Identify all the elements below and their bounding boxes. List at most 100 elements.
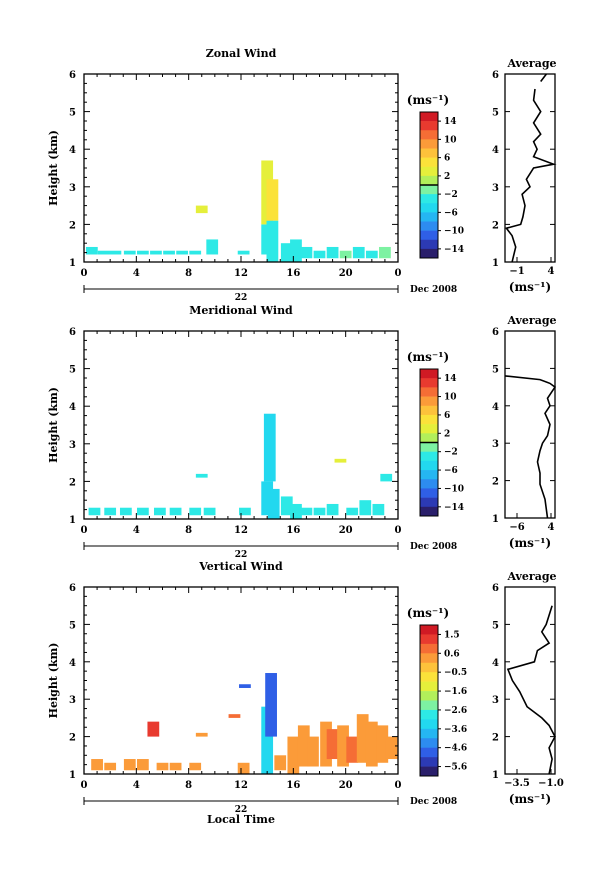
- colorbar-step: [420, 387, 438, 397]
- data-cell: [261, 481, 274, 516]
- profile-y-tick-label: 6: [492, 327, 499, 338]
- data-cell: [189, 762, 202, 771]
- data-cell: [376, 725, 389, 763]
- profile-y-tick-label: 6: [492, 583, 499, 594]
- data-cell: [109, 250, 122, 255]
- profile-line: [504, 375, 557, 519]
- colorbar-step: [420, 479, 438, 489]
- colorbar-step: [420, 396, 438, 407]
- data-cell: [280, 496, 293, 516]
- profile-x-label: (ms⁻¹): [509, 536, 551, 550]
- colorbar-tick-label: −5.6: [444, 763, 467, 773]
- data-cell: [156, 762, 169, 771]
- x-axis-label: Local Time: [207, 813, 275, 826]
- data-cell: [320, 721, 332, 767]
- data-cell: [352, 246, 365, 259]
- colorbar-step: [420, 757, 438, 767]
- data-cell: [150, 250, 162, 255]
- x-tick-label: 8: [185, 780, 192, 791]
- colorbar-tick-label: 0.6: [444, 649, 460, 659]
- colorbar-tick-label: 14: [444, 117, 457, 127]
- colorbar-tick-label: −2.6: [444, 706, 467, 716]
- x-tick-label: 12: [234, 780, 248, 791]
- colorbar-step: [420, 442, 438, 452]
- profile-y-tick-label: 4: [492, 658, 499, 669]
- y-tick-label: 6: [69, 70, 76, 81]
- profile-line: [540, 73, 548, 82]
- profile-frame: [504, 586, 556, 775]
- colorbar-tick-label: −2: [444, 190, 458, 200]
- data-cell: [337, 725, 349, 767]
- y-axis-label: Height (km): [47, 643, 60, 719]
- profile-x-tick-label: −6: [509, 522, 524, 533]
- colorbar-step: [420, 378, 438, 388]
- colorbar-step: [420, 681, 438, 692]
- x-tick-label: 0: [81, 780, 88, 791]
- colorbar-step: [420, 405, 438, 416]
- day-label: 22: [235, 550, 248, 560]
- data-cell: [169, 507, 182, 516]
- data-cell: [261, 706, 274, 774]
- data-cell: [372, 503, 385, 516]
- date-label: Dec 2008: [410, 797, 457, 807]
- colorbar-step: [420, 221, 438, 231]
- colorbar-tick-label: 6: [444, 154, 450, 164]
- data-cell: [346, 736, 359, 763]
- colorbar-step: [420, 157, 438, 168]
- colorbar-tick-label: 14: [444, 374, 457, 384]
- profile-y-tick-label: 6: [492, 70, 499, 81]
- colorbar-tick-label: −0.5: [444, 668, 467, 678]
- y-tick-label: 5: [69, 108, 76, 119]
- colorbar-step: [420, 203, 438, 213]
- colorbar-tick-label: −1.6: [444, 687, 467, 697]
- profile-y-tick-label: 1: [492, 514, 499, 525]
- profile-x-tick-label: −3.5: [504, 778, 530, 789]
- profile-x-tick-label: 4: [548, 266, 555, 277]
- data-cell: [380, 473, 393, 482]
- colorbar-step: [420, 139, 438, 149]
- profile-y-tick-label: 4: [492, 145, 499, 156]
- colorbar-tick-label: −14: [444, 245, 464, 255]
- y-axis-label: Height (km): [47, 387, 60, 463]
- profile-x-tick-label: 4: [548, 522, 555, 533]
- day-label: 22: [235, 805, 248, 815]
- profile-y-tick-label: 4: [492, 402, 499, 413]
- data-cell: [119, 507, 132, 516]
- colorbar-unit: (ms⁻¹): [407, 606, 449, 620]
- data-cell: [91, 759, 103, 771]
- data-cell: [290, 239, 302, 262]
- y-tick-label: 1: [69, 770, 76, 781]
- colorbar-step: [420, 470, 438, 480]
- colorbar-tick-label: 2: [444, 429, 450, 439]
- colorbar-step: [420, 248, 438, 259]
- y-tick-label: 1: [69, 515, 76, 526]
- colorbar-step: [420, 672, 438, 682]
- data-cell: [237, 250, 250, 255]
- profile-x-tick-label: −1.0: [538, 778, 564, 789]
- x-tick-label: 16: [286, 525, 300, 536]
- data-cell: [189, 250, 202, 255]
- y-tick-label: 3: [69, 695, 76, 706]
- profile-y-tick-label: 1: [492, 258, 499, 269]
- colorbar-step: [420, 121, 438, 131]
- colorbar-step: [420, 691, 438, 701]
- x-tick-label: 4: [133, 780, 140, 791]
- colorbar-tick-label: −2: [444, 448, 458, 458]
- y-tick-label: 1: [69, 258, 76, 269]
- x-tick-label: 0: [395, 525, 402, 536]
- x-tick-label: 20: [339, 780, 353, 791]
- colorbar-step: [420, 506, 438, 517]
- x-tick-label: 12: [234, 525, 248, 536]
- profile-y-tick-label: 2: [492, 477, 499, 488]
- profile-y-tick-label: 2: [492, 220, 499, 231]
- data-cell: [346, 507, 359, 516]
- colorbar-step: [420, 709, 438, 720]
- colorbar-tick-label: −3.6: [444, 725, 467, 735]
- data-cell: [365, 721, 378, 767]
- x-tick-label: 0: [395, 780, 402, 791]
- profile-title: Average: [506, 570, 556, 583]
- x-tick-label: 16: [286, 268, 300, 279]
